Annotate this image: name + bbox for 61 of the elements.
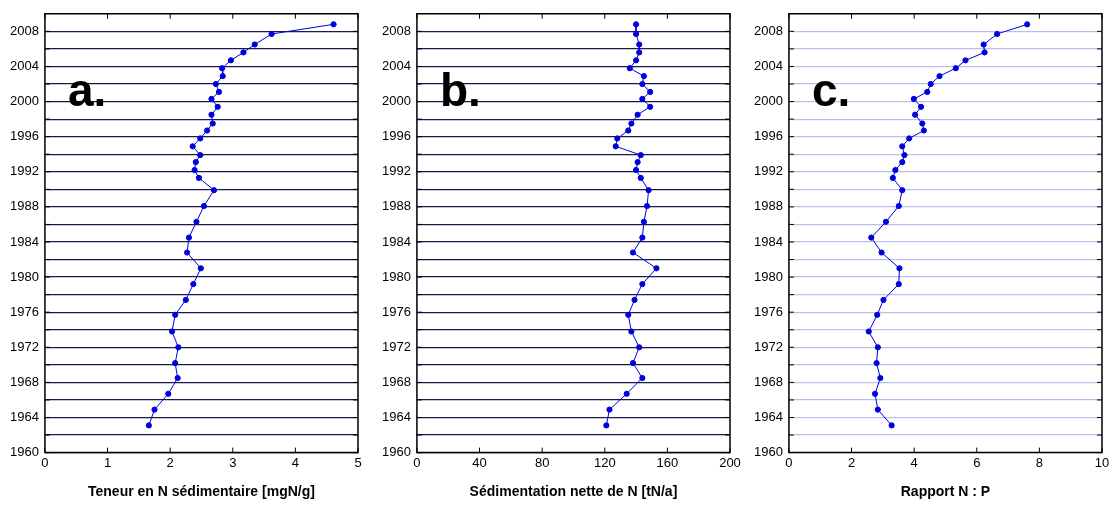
x-tick-label: 2 (847, 454, 856, 470)
x-axis-title: Sédimentation nette de N [tN/a] (469, 483, 678, 500)
x-tick-label: 120 (593, 454, 616, 470)
y-tick-label: 1964 (754, 409, 783, 425)
y-tick-label: 2004 (10, 58, 39, 74)
y-tick-label: 1996 (10, 128, 39, 144)
y-tick-label: 1984 (754, 233, 783, 249)
x-tick-label: 6 (973, 454, 981, 470)
y-tick-label: 1988 (10, 198, 39, 214)
y-tick-label: 2000 (382, 93, 411, 109)
y-tick-label: 1972 (382, 338, 411, 354)
x-tick-label: 40 (472, 454, 487, 470)
y-tick-label: 1980 (10, 268, 39, 284)
x-tick-label: 4 (910, 454, 918, 470)
x-tick-label: 3 (229, 454, 237, 470)
x-tick-label: 5 (354, 454, 362, 470)
y-tick-label: 1996 (754, 128, 783, 144)
y-tick-label: 2004 (754, 58, 783, 74)
x-tick-label: 0 (41, 454, 49, 470)
x-tick-label: 200 (719, 454, 741, 470)
y-tick-label: 1980 (754, 268, 783, 284)
y-tick-label: 1980 (382, 268, 411, 284)
y-tick-label: 1984 (382, 233, 411, 249)
x-axis-title: Teneur en N sédimentaire [mgN/g] (88, 483, 315, 500)
y-tick-label: 1964 (10, 409, 39, 425)
y-tick-label: 1984 (10, 233, 39, 249)
x-tick-label: 0 (785, 454, 793, 470)
y-tick-label: 1972 (754, 338, 783, 354)
x-tick-label: 4 (291, 454, 299, 470)
y-tick-label: 1960 (10, 444, 39, 460)
x-tick-label: 1 (103, 454, 112, 470)
x-tick-label: 160 (656, 454, 679, 470)
y-tick-label: 2008 (754, 22, 783, 38)
y-tick-label: 2000 (754, 93, 783, 109)
y-tick-label: 1992 (382, 163, 411, 179)
y-tick-label: 1960 (754, 444, 783, 460)
y-tick-label: 1960 (382, 444, 411, 460)
y-tick-label: 1996 (382, 128, 411, 144)
x-tick-label: 8 (1035, 454, 1043, 470)
y-tick-label: 1972 (10, 338, 39, 354)
x-tick-label: 10 (1094, 454, 1110, 470)
x-tick-label: 2 (166, 454, 174, 470)
y-tick-label: 1964 (382, 409, 411, 425)
y-tick-label: 1988 (382, 198, 411, 214)
y-tick-label: 1968 (382, 373, 411, 389)
y-tick-label: 1976 (754, 303, 783, 319)
y-tick-label: 1992 (10, 163, 39, 179)
y-tick-label: 2000 (10, 93, 39, 109)
y-tick-label: 1988 (754, 198, 783, 214)
x-tick-label: 80 (534, 454, 550, 470)
x-axis-title: Rapport N : P (900, 483, 991, 500)
y-tick-label: 1976 (382, 303, 411, 319)
annotation: c. (811, 63, 851, 116)
y-tick-label: 2004 (382, 58, 411, 74)
y-tick-label: 1968 (10, 373, 39, 389)
y-tick-label: 1968 (754, 373, 783, 389)
y-tick-label: 2008 (10, 22, 39, 38)
y-tick-label: 1992 (754, 163, 783, 179)
y-tick-label: 2008 (382, 22, 411, 38)
x-tick-label: 0 (413, 454, 421, 470)
y-tick-label: 1976 (10, 303, 39, 319)
